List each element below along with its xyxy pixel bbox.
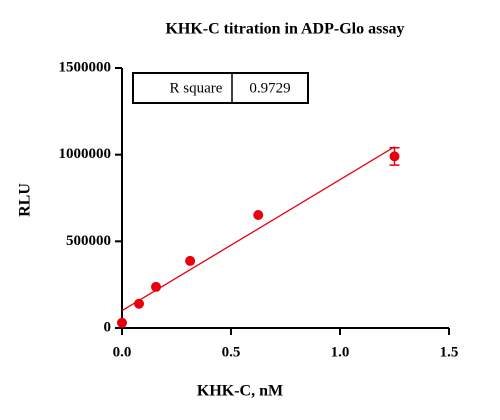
- stats-table: [132, 72, 309, 104]
- x-tick-label: 1.0: [331, 344, 350, 360]
- y-tick-label: 1500000: [59, 59, 112, 75]
- y-axis-label: RLU: [17, 183, 34, 217]
- data-point: [185, 255, 196, 266]
- x-tick-label: 1.5: [440, 344, 459, 360]
- y-tick-label: 500000: [66, 233, 111, 249]
- data-point: [389, 151, 400, 162]
- fit-line: [121, 146, 395, 312]
- data-point: [134, 298, 145, 309]
- y-tick-label: 1000000: [59, 146, 112, 162]
- data-point: [151, 281, 162, 292]
- data-point: [117, 317, 127, 328]
- stats-value: 0.9729: [249, 80, 290, 96]
- x-tick-label: 0.5: [222, 344, 241, 360]
- data-point: [253, 209, 264, 220]
- x-tick-label: 0.0: [113, 344, 132, 360]
- chart-title: KHK-C titration in ADP-Glo assay: [165, 21, 404, 38]
- y-tick-label: 0: [104, 319, 112, 335]
- stats-label: R square: [170, 80, 223, 96]
- x-axis-label: KHK-C, nM: [197, 383, 283, 400]
